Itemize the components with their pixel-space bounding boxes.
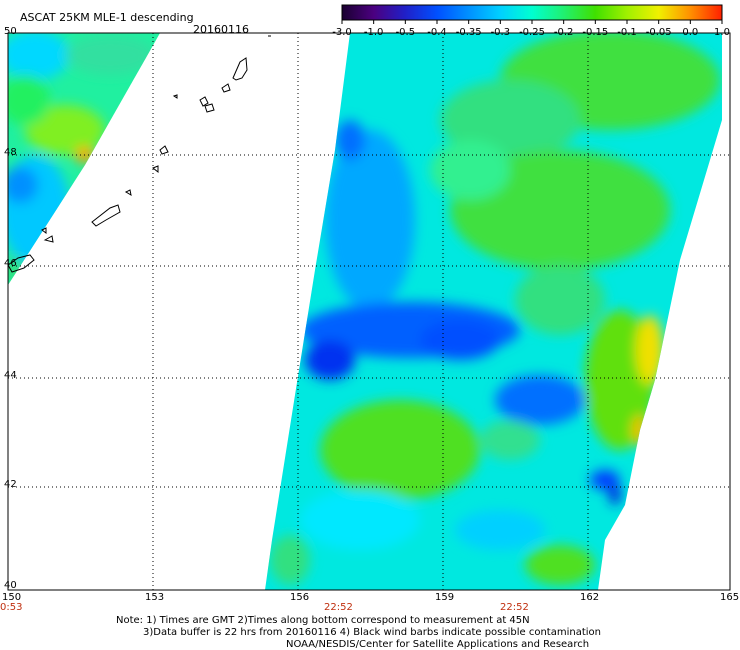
colorbar-tick-label: -0.05: [645, 27, 672, 38]
colorbar-tick-label: -0.2: [553, 27, 574, 38]
time-label-right: 22:52: [500, 602, 529, 613]
colorbar-tick-label: -0.5: [395, 27, 416, 38]
note-line-1: Note: 1) Times are GMT 2)Times along bot…: [116, 615, 530, 626]
lat-label-48: 48: [4, 147, 17, 158]
lat-label-46: 46: [4, 258, 17, 269]
colorbar-tick-label: -0.1: [617, 27, 637, 38]
swath-left: [8, 33, 160, 285]
colorbar-tick-label: -3.0: [332, 27, 352, 38]
colorbar-tick-label: -0.35: [455, 27, 482, 38]
colorbar-tick-label: -0.15: [582, 27, 609, 38]
colorbar-tick-label: -0.25: [519, 27, 545, 38]
lat-label-40: 40: [4, 580, 17, 591]
colorbar: [341, 4, 723, 24]
lon-label-153: 153: [145, 592, 165, 603]
note-line-3: NOAA/NESDIS/Center for Satellite Applica…: [286, 639, 590, 650]
lat-label-44: 44: [4, 370, 17, 381]
lon-label-150: 150: [2, 592, 22, 603]
note-line-2: 3)Data buffer is 22 hrs from 20160116 4)…: [143, 627, 601, 638]
lat-label-50: 50: [4, 26, 17, 37]
lon-label-156: 156: [290, 592, 310, 603]
time-label-left: 0:53: [0, 602, 23, 613]
colorbar-tick-label: -1.0: [363, 27, 384, 38]
colorbar-tick-label: -0.4: [427, 27, 447, 38]
swath-right: [265, 33, 722, 590]
colorbar-tick-label: -0.3: [490, 27, 511, 38]
colorbar-tick-label: 1.0: [714, 27, 730, 38]
lon-label-162: 162: [580, 592, 600, 603]
time-label-mid: 22:52: [324, 602, 353, 613]
colorbar-gradient: [341, 4, 723, 21]
map-frame: [7, 32, 731, 591]
lat-label-42: 42: [4, 479, 17, 490]
lon-label-159: 159: [435, 592, 455, 603]
map-title: ASCAT 25KM MLE-1 descending: [20, 11, 194, 24]
coastline: [7, 35, 271, 273]
graticule: [8, 33, 730, 590]
lon-label-165: 165: [720, 592, 740, 603]
colorbar-tick-label: 0.0: [682, 27, 699, 38]
